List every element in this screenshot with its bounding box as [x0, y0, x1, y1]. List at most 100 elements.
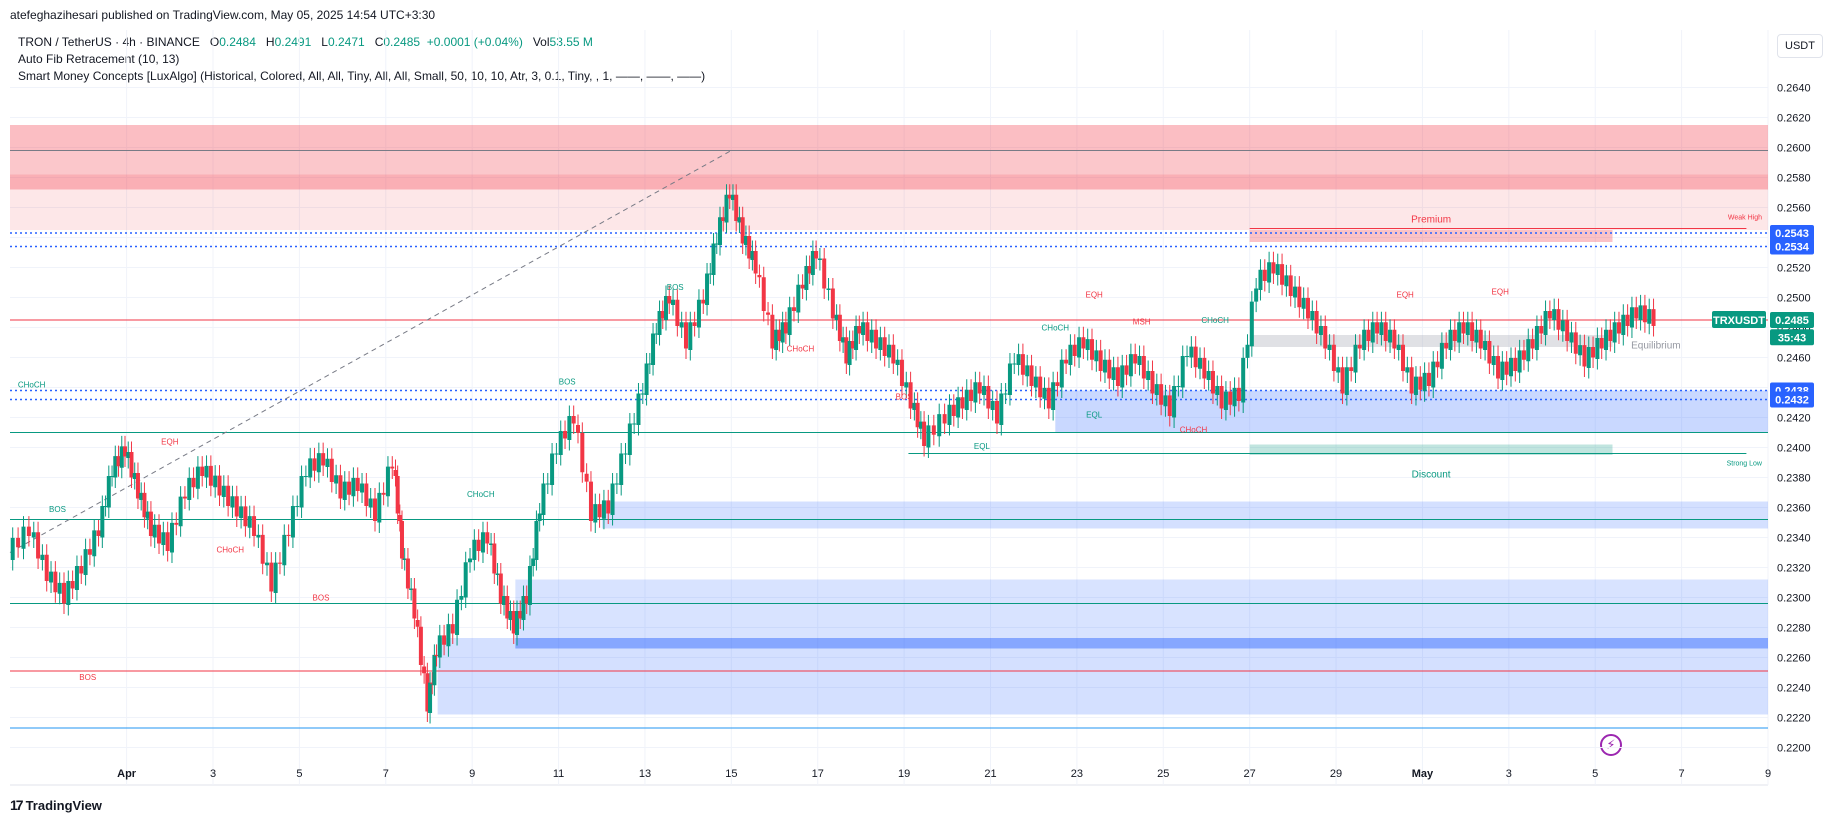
candle-body — [1491, 356, 1496, 365]
tradingview-logo-icon: 17 — [10, 797, 24, 813]
candle-body — [822, 258, 827, 289]
candle-body — [142, 492, 147, 518]
indicator-fib[interactable]: Auto Fib Retracement (10, 13) — [18, 52, 180, 66]
candle-body — [347, 481, 352, 495]
candle-body — [531, 558, 536, 566]
candle-body — [1318, 326, 1323, 335]
candle-body — [1185, 356, 1190, 357]
candle-body — [113, 456, 118, 478]
candle-body — [1115, 367, 1120, 386]
candle-body — [434, 654, 439, 656]
y-tick-label: 0.2580 — [1777, 173, 1811, 185]
candle-body — [1349, 367, 1354, 371]
candle-body — [463, 562, 468, 598]
candle-body — [286, 534, 291, 536]
candle-body — [1625, 314, 1630, 326]
candle-body — [1059, 359, 1064, 388]
candle-body — [1526, 339, 1531, 362]
candle-body — [116, 456, 121, 467]
candle-body — [956, 397, 961, 418]
candle-body — [360, 483, 365, 493]
candle-body — [1090, 339, 1095, 360]
candle-body — [588, 481, 593, 521]
candle-body — [1336, 367, 1341, 373]
candle-body — [1241, 357, 1246, 403]
candle-body — [960, 397, 965, 409]
candle-body — [1055, 382, 1060, 386]
candle-body — [780, 322, 785, 343]
candle-body — [1154, 384, 1159, 395]
candle-body — [1595, 338, 1600, 359]
candle-body — [841, 337, 846, 343]
price-label: 0.2534 — [1775, 242, 1810, 254]
candle-body — [221, 485, 226, 497]
price-label: 0.2432 — [1775, 395, 1809, 407]
candle-body — [472, 539, 477, 560]
candle-body — [123, 446, 128, 457]
candle-body — [1362, 329, 1367, 350]
candle-body — [312, 458, 317, 471]
candle-body — [1068, 344, 1073, 365]
candle-body — [1007, 363, 1012, 395]
candle-body — [982, 386, 987, 395]
candle-body — [1141, 356, 1146, 379]
candle-body — [614, 483, 619, 485]
candle-body — [1383, 322, 1388, 341]
candle-body — [942, 414, 947, 424]
candle-body — [79, 566, 84, 574]
candle-body — [1163, 395, 1168, 407]
candle-body — [708, 273, 713, 275]
candle-body — [1232, 387, 1237, 407]
candle-body — [926, 425, 931, 448]
candle-body — [554, 453, 559, 455]
candle-body — [1517, 350, 1522, 373]
candle-body — [1357, 344, 1362, 349]
candle-body — [96, 530, 101, 536]
candle-body — [1444, 342, 1449, 349]
candle-body — [567, 416, 572, 440]
candle-body — [990, 401, 995, 410]
candle-body — [675, 299, 680, 326]
smc-label: EQH — [161, 438, 179, 447]
candle-body — [195, 466, 200, 489]
candle-body — [937, 414, 942, 437]
candle-body — [174, 522, 179, 525]
candle-body — [1111, 367, 1116, 380]
candle-body — [338, 475, 343, 499]
premium-zone-mid — [10, 150, 1768, 175]
candle-body — [730, 194, 735, 200]
candle-body — [1327, 344, 1332, 350]
candle-body — [1236, 387, 1241, 401]
candle-body — [437, 635, 442, 658]
candle-body — [213, 475, 218, 488]
candle-body — [119, 446, 124, 468]
indicator-smc[interactable]: Smart Money Concepts [LuxAlgo] (Historic… — [18, 69, 706, 83]
candle-body — [390, 466, 395, 469]
candle-body — [1616, 322, 1621, 334]
candle-body — [830, 288, 835, 319]
smc-label: EQH — [1086, 291, 1104, 300]
candle-body — [334, 475, 339, 484]
currency-button[interactable]: USDT — [1777, 34, 1823, 58]
candle-body — [1582, 345, 1587, 367]
candle-body — [550, 453, 555, 485]
demand-zone-4 — [437, 638, 1769, 715]
x-tick-label: 7 — [383, 768, 389, 780]
symbol-name[interactable]: TRON / TetherUS · 4h · BINANCE — [18, 35, 200, 49]
price-label: 0.2543 — [1775, 228, 1809, 240]
candle-body — [377, 492, 382, 523]
candle-body — [947, 404, 952, 425]
y-tick-label: 0.2280 — [1777, 623, 1811, 635]
candle-body — [1133, 354, 1138, 364]
candle-body — [505, 596, 510, 619]
candle-body — [545, 483, 550, 485]
candle-body — [1297, 286, 1302, 308]
candle-body — [524, 596, 529, 604]
bolt-icon[interactable]: ⚡ — [1600, 734, 1622, 756]
smc-label: CHoCH — [217, 546, 245, 555]
candle-body — [432, 654, 437, 686]
candle-body — [810, 251, 815, 275]
strong-low-label: Strong Low — [1727, 461, 1763, 468]
candle-body — [1280, 264, 1285, 285]
